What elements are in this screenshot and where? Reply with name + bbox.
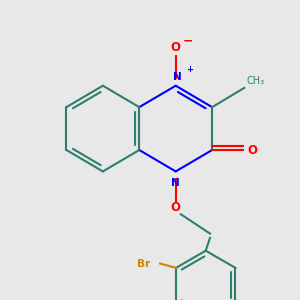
Text: O: O bbox=[248, 143, 258, 157]
Text: CH₃: CH₃ bbox=[246, 76, 265, 86]
Text: −: − bbox=[182, 34, 193, 47]
Text: O: O bbox=[171, 40, 181, 54]
Text: Br: Br bbox=[137, 259, 150, 269]
Text: N: N bbox=[173, 72, 182, 82]
Text: O: O bbox=[171, 201, 181, 214]
Text: +: + bbox=[186, 65, 193, 74]
Text: N: N bbox=[171, 178, 180, 188]
